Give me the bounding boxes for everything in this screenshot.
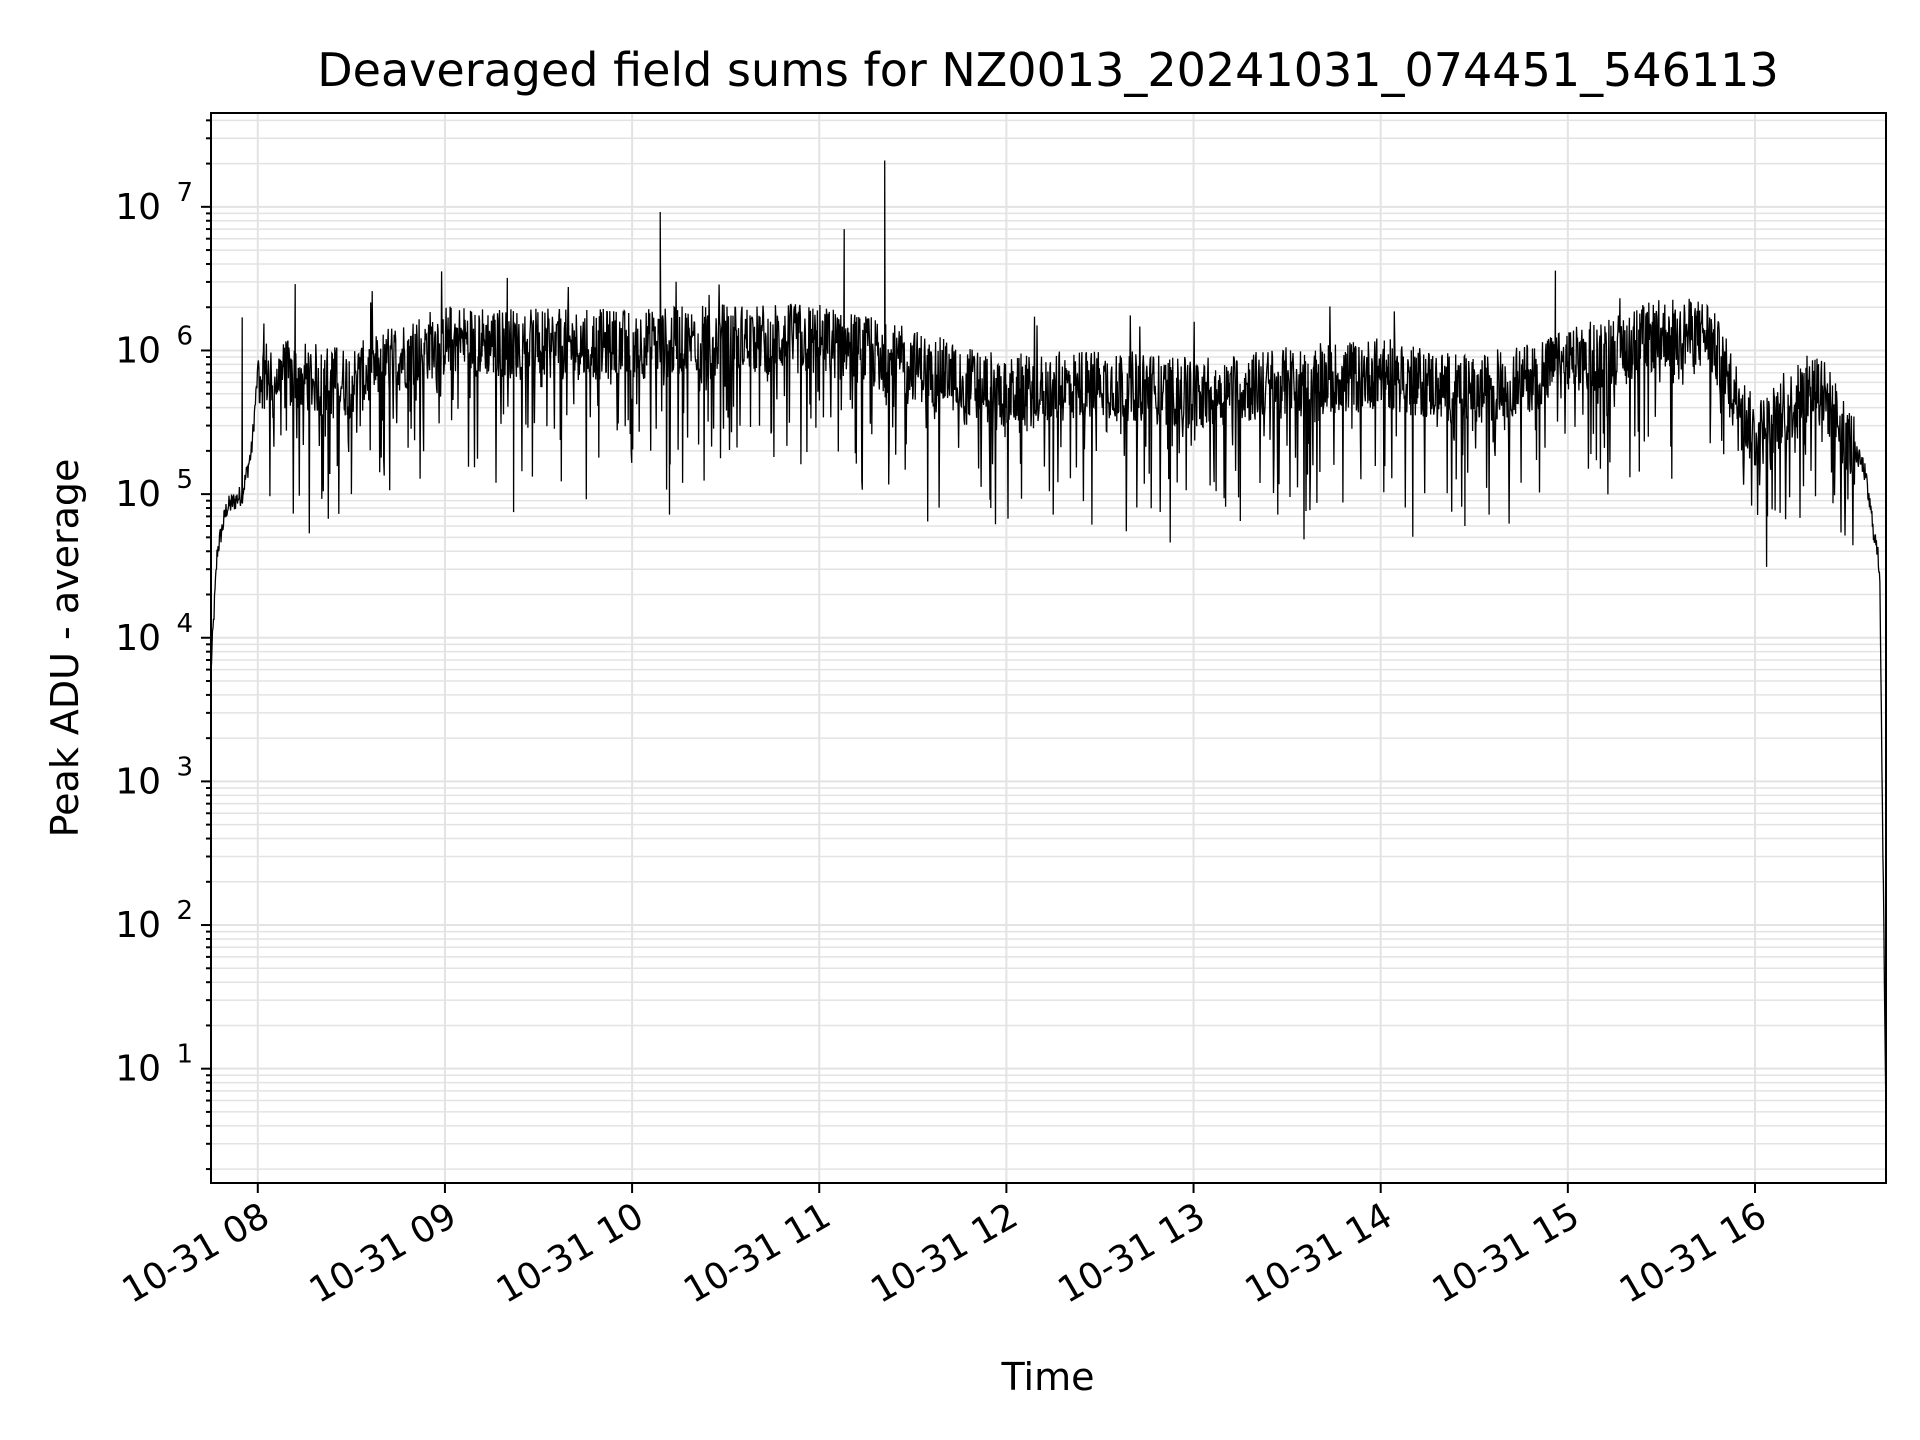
y-tick-exponent: 3 — [176, 752, 193, 782]
x-tick-label: 10-31 09 — [303, 1195, 464, 1311]
chart-title: Deaveraged field sums for NZ0013_2024103… — [317, 43, 1778, 97]
y-axis-label: Peak ADU - average — [43, 459, 87, 838]
grid-layer — [211, 113, 1886, 1183]
y-tick-exponent: 4 — [176, 609, 193, 639]
x-axis-label: Time — [1001, 1355, 1095, 1399]
y-tick-label: 10 — [115, 1049, 161, 1090]
x-tick-label: 10-31 16 — [1613, 1195, 1774, 1311]
x-tick-label: 10-31 13 — [1051, 1195, 1212, 1311]
y-tick-exponent: 1 — [176, 1040, 193, 1070]
y-tick-exponent: 6 — [176, 321, 193, 351]
series-line — [210, 160, 1887, 1108]
y-tick-exponent: 7 — [176, 178, 193, 208]
y-tick-label: 10 — [115, 761, 161, 802]
x-tick-label: 10-31 15 — [1426, 1195, 1587, 1311]
y-tick-exponent: 2 — [176, 896, 193, 926]
x-tick-label: 10-31 12 — [864, 1195, 1025, 1311]
x-tick-label: 10-31 14 — [1239, 1195, 1400, 1311]
y-tick-label: 10 — [115, 905, 161, 946]
y-tick-exponent: 5 — [176, 465, 193, 495]
y-tick-label: 10 — [115, 474, 161, 515]
series-layer — [210, 160, 1887, 1108]
plot-frame — [210, 112, 1887, 1184]
x-tick-label: 10-31 10 — [490, 1195, 651, 1311]
x-tick-label: 10-31 11 — [677, 1195, 838, 1311]
x-tick-label: 10-31 08 — [116, 1195, 277, 1311]
y-tick-label: 10 — [115, 618, 161, 659]
y-tick-label: 10 — [115, 187, 161, 228]
y-tick-label: 10 — [115, 330, 161, 371]
